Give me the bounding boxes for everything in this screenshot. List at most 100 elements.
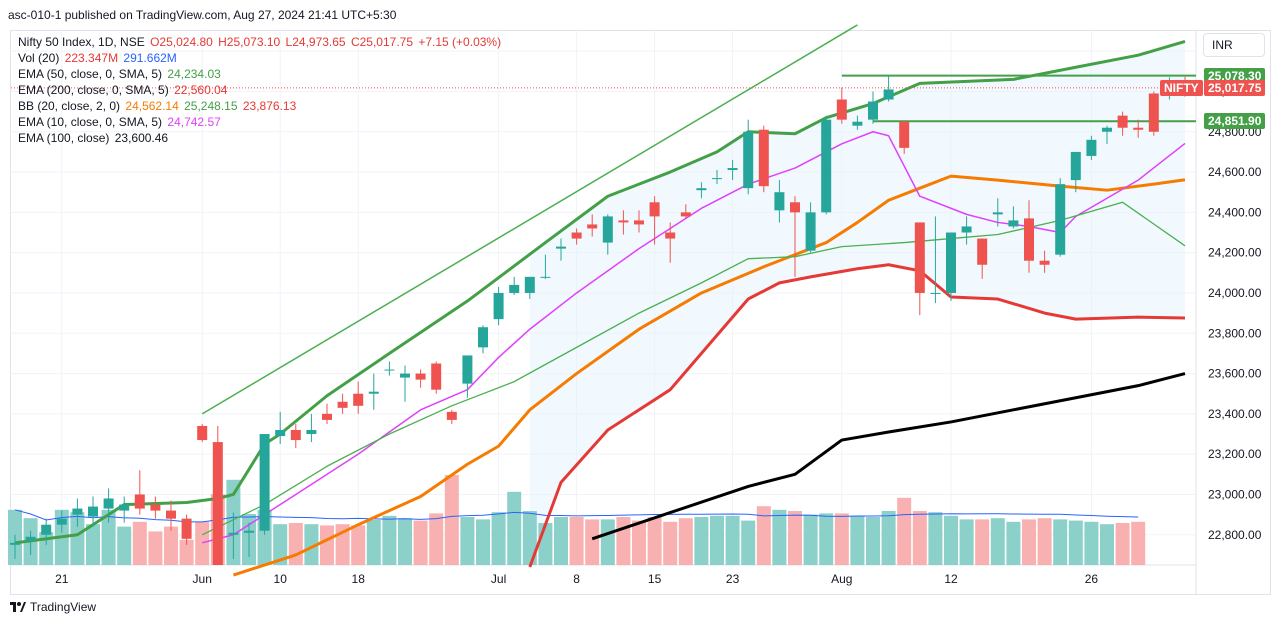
volume-bar [398,518,412,565]
volume-bar [1006,521,1021,565]
volume-bar [1100,524,1114,565]
volume-bar [647,517,662,565]
candle-body [556,246,566,249]
x-tick-label: 23 [726,572,740,586]
x-tick-label: Jun [193,572,212,586]
candle-body [1086,139,1097,156]
volume-bar [819,513,834,565]
candle-body [587,224,598,229]
legend-volume: Vol (20) 223.347M 291.662M [18,51,179,66]
candle-body [992,212,1003,215]
volume-bar [366,520,381,565]
candle-body [259,434,270,531]
volume-bar [1037,518,1052,565]
series-bb-upper [14,40,1186,545]
legend-ema100-value: 23,600.46 [114,131,169,145]
volume-bar [179,539,194,565]
legend-ema200-label[interactable]: EMA (200, close, 0, SMA, 5) [18,83,169,97]
volume-bar [663,521,678,565]
x-tick-label: 12 [944,572,958,586]
legend-bb-label[interactable]: BB (20, close, 2, 0) [18,99,121,113]
legend-ema200-value: 22,560.04 [174,83,228,97]
candle-body [103,498,114,509]
volume-ma-line [14,509,1139,523]
legend-ema200: EMA (200, close, 0, SMA, 5) 22,560.04 [18,83,229,98]
volume-bar [70,512,85,565]
volume-bar [476,519,490,565]
candle-body [868,101,878,120]
volume-bar [741,520,756,565]
volume-bar [195,521,210,565]
candle-body [758,129,769,187]
volume-bar [148,531,163,565]
x-tick-label: 21 [55,572,69,586]
candle-body [56,518,67,525]
candle-body [1008,220,1019,227]
tradingview-logo-icon [10,601,26,612]
y-tick-label: 24,000.00 [1208,286,1262,300]
legend-ema10-label[interactable]: EMA (10, close, 0, SMA, 5) [18,115,163,129]
candle-body [774,192,785,211]
legend-ema50-label[interactable]: EMA (50, close, 0, SMA, 5) [18,67,163,81]
candle-body [540,276,551,278]
candle-body [322,413,332,420]
candle-body [790,202,800,213]
volume-bar [507,491,522,565]
volume-bar [304,524,319,565]
legend-volume-label[interactable]: Vol (20) [18,51,60,65]
currency-selector[interactable]: INR [1203,33,1265,57]
volume-bar [616,517,631,565]
candle-body [384,369,395,371]
candle-body [977,238,988,265]
candle-body [337,401,348,408]
level-top-badge: 25,078.30 [1204,67,1266,84]
candle-body [1039,260,1050,265]
candle-body [524,276,535,293]
candle-body [712,178,722,180]
volume-bar [1053,519,1068,565]
candle-body [821,119,832,213]
legend-volume-value-1: 223.347M [64,51,119,65]
legend-open: O25,024.80 [150,35,213,49]
volume-bar [944,515,958,565]
publish-caption-bar: asc-010-1 published on TradingView.com, … [0,0,1281,30]
candle-body [1070,151,1081,181]
candle-body [1117,115,1128,128]
legend-close: C25,017.75 [350,35,414,49]
volume-bar [928,512,943,565]
level-mid-badge: 24,851.90 [1204,113,1266,130]
y-tick-label: 24,600.00 [1208,165,1262,179]
candle-body [197,425,208,441]
candle-body [649,202,660,217]
symbol-badge: NIFTY [1160,79,1203,96]
candle-body [368,391,379,394]
candle-body [41,524,52,535]
candle-body [883,89,894,100]
legend-low: L24,973.65 [285,35,346,49]
candle-body [680,212,691,217]
volume-bar [554,517,568,565]
volume-bar [600,519,615,565]
candle-body [602,216,613,243]
volume-bar [132,521,147,565]
candle-body [836,99,847,120]
volume-bar [1131,521,1146,565]
volume-bar [351,525,366,565]
tradingview-brand[interactable]: TradingView [10,600,96,614]
candle-body [119,504,130,511]
candle-body [400,373,410,378]
y-tick-label: 23,400.00 [1208,407,1262,421]
volume-bar [569,517,584,565]
y-tick-label: 23,800.00 [1208,326,1262,340]
legend-ema100-label[interactable]: EMA (100, close) [18,131,110,145]
candle-body [930,292,941,294]
candle-body [727,168,738,171]
candle-body [914,222,925,293]
volume-bar [164,526,178,565]
volume-bar [897,497,912,565]
candle-body [25,536,36,541]
y-tick-label: 24,400.00 [1208,205,1262,219]
legend-symbol[interactable]: Nifty 50 Index, 1D, NSE [18,35,145,49]
candle-body [446,411,457,420]
